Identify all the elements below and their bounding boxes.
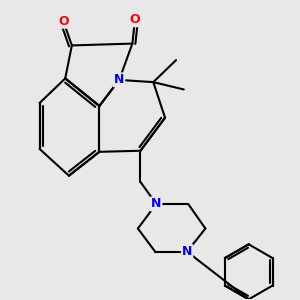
Text: N: N <box>151 197 161 210</box>
Text: O: O <box>58 15 69 28</box>
Text: N: N <box>182 245 192 258</box>
Text: N: N <box>114 74 124 86</box>
Text: O: O <box>130 13 140 26</box>
